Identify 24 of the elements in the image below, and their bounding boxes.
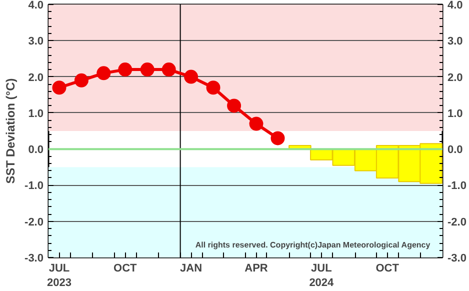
- y-tick-label: -1.0: [24, 180, 44, 192]
- x-tick-label: JAN: [180, 262, 202, 274]
- y-tick-label: 3.0: [28, 36, 44, 48]
- y2-tick-label: 3.0: [448, 36, 463, 48]
- y-tick-label: 0.0: [28, 144, 44, 156]
- y2-tick-label: 1.0: [448, 108, 463, 120]
- y-tick-label: 4.0: [28, 0, 44, 12]
- y2-tick-label: -3.0: [448, 252, 466, 264]
- y-tick-label: -3.0: [24, 252, 44, 264]
- x-tick-label: JUL 2023: [47, 262, 72, 289]
- y2-tick-label: 0.0: [448, 144, 463, 156]
- y2-tick-label: -1.0: [448, 180, 466, 192]
- y-tick-label: -2.0: [24, 216, 44, 228]
- y2-tick-label: -2.0: [448, 216, 466, 228]
- x-tick-label: APR: [244, 262, 268, 274]
- y-tick-label: 2.0: [28, 72, 44, 84]
- y2-tick-label: 2.0: [448, 72, 463, 84]
- annotation: All rights reserved. Copyright(c)Japan Meteorological Agency: [195, 240, 431, 250]
- x-tick-label: OCT: [114, 262, 138, 274]
- y2-tick-label: 4.0: [448, 0, 463, 12]
- y-axis-title: SST Deviation (°C): [4, 78, 18, 184]
- x-tick-label: OCT: [376, 262, 400, 274]
- x-tick-label: JUL 2024: [309, 262, 335, 289]
- y-tick-label: 1.0: [28, 108, 44, 120]
